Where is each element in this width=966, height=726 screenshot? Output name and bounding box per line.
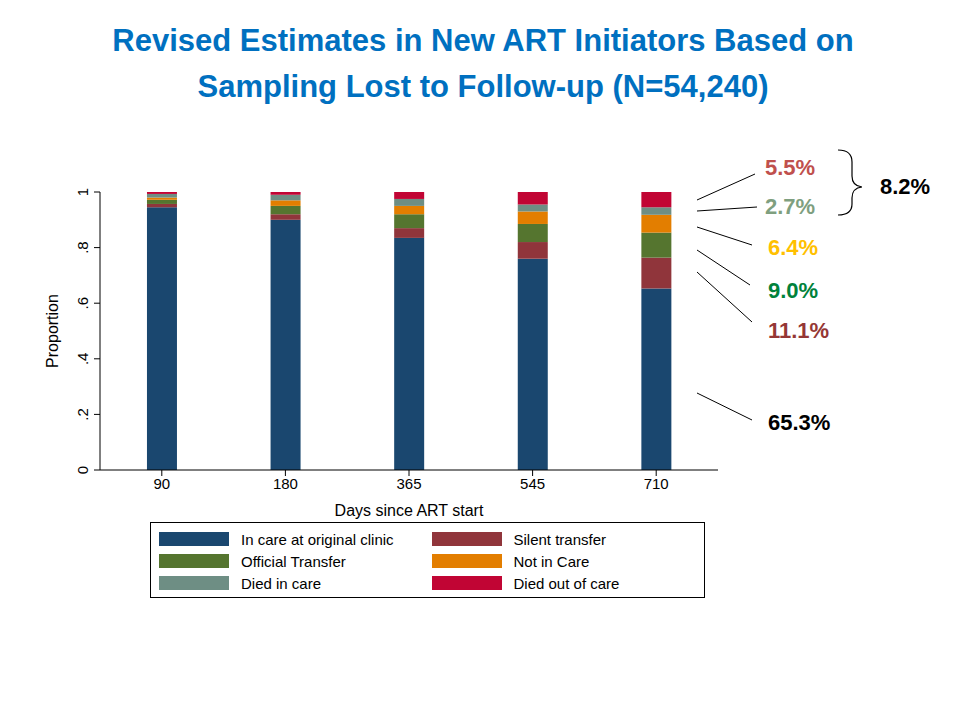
- svg-text:.8: .8: [74, 241, 91, 254]
- svg-text:Days since ART start: Days since ART start: [335, 502, 484, 519]
- html-text:Died out of care: Died out of care: [513, 574, 620, 592]
- svg-text:.4: .4: [74, 353, 91, 366]
- html-text:8.2%: 8.2%: [880, 174, 931, 199]
- html-text:Revised Estimates in New ART I: Revised Estimates in New ART Initiators …: [112, 23, 854, 58]
- html-text:65.3%: 65.3%: [768, 410, 831, 435]
- html-text:Not in Care: Not in Care: [513, 552, 590, 570]
- html-text:Sampling Lost to Follow-up (N=: Sampling Lost to Follow-up (N=54,240): [197, 69, 769, 104]
- svg-text:180: 180: [273, 475, 298, 492]
- html-text:Died in care: Died in care: [241, 574, 321, 592]
- svg-text:Proportion: Proportion: [44, 294, 61, 368]
- html-text:Silent transfer: Silent transfer: [513, 530, 606, 548]
- svg-text:545: 545: [520, 475, 545, 492]
- svg-text:1: 1: [74, 188, 91, 196]
- html-text:5.5%: 5.5%: [765, 155, 816, 180]
- svg-text:90: 90: [153, 475, 170, 492]
- html-text:9.0%: 9.0%: [768, 278, 819, 303]
- html-text:In care at original clinic: In care at original clinic: [241, 530, 394, 548]
- svg-text:.6: .6: [74, 297, 91, 310]
- html-text:2.7%: 2.7%: [765, 194, 816, 219]
- svg-text:0: 0: [74, 466, 91, 474]
- svg-text:710: 710: [644, 475, 669, 492]
- html-text:6.4%: 6.4%: [768, 235, 819, 260]
- html-text:Official Transfer: Official Transfer: [241, 552, 346, 570]
- svg-text:365: 365: [396, 475, 421, 492]
- svg-text:.2: .2: [74, 408, 91, 421]
- html-text:11.1%: 11.1%: [768, 318, 830, 343]
